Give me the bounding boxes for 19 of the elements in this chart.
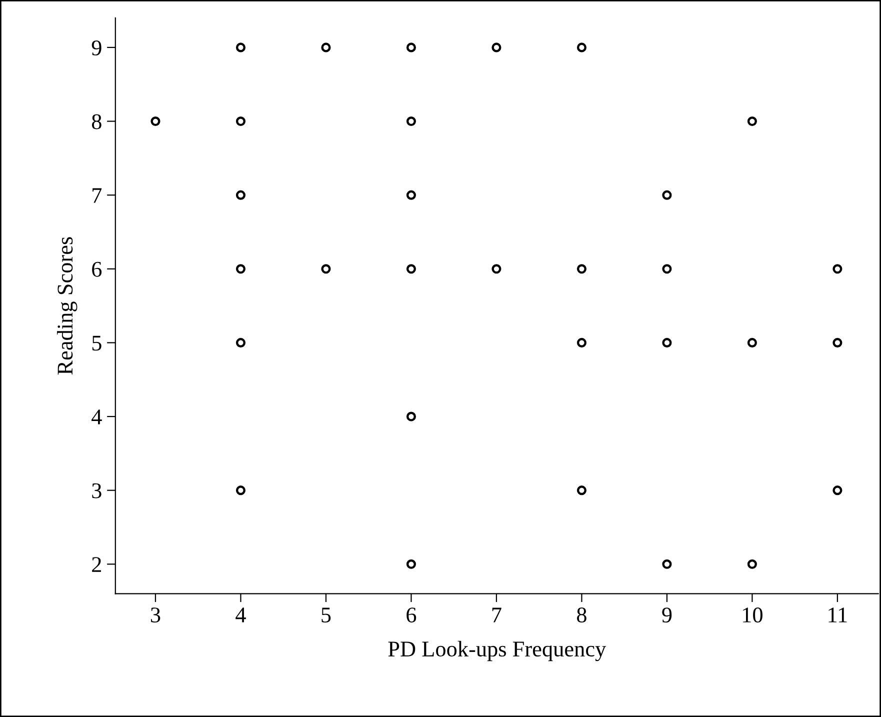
y-tick-label: 7 — [92, 188, 102, 203]
y-tick-label: 5 — [92, 336, 102, 351]
x-tick-label: 9 — [662, 608, 672, 623]
x-tick-label: 4 — [236, 608, 246, 622]
x-tick-label: 11 — [828, 608, 847, 622]
x-tick-label: 8 — [576, 608, 586, 623]
x-tick-label: 7 — [492, 608, 502, 622]
y-tick-label: 8 — [92, 114, 102, 130]
y-tick-label: 4 — [92, 410, 102, 424]
x-axis-title: PD Look-ups Frequency — [388, 640, 606, 662]
y-tick-label: 3 — [92, 483, 102, 498]
x-tick-label: 3 — [150, 608, 160, 623]
y-axis-title: Reading Scores — [57, 237, 78, 375]
y-tick-label: 2 — [92, 557, 101, 572]
x-tick-label: 10 — [743, 608, 762, 623]
x-tick-label: 5 — [322, 608, 331, 623]
y-tick-label: 9 — [92, 40, 102, 56]
y-tick-label: 6 — [92, 262, 102, 277]
x-tick-label: 6 — [406, 608, 416, 623]
